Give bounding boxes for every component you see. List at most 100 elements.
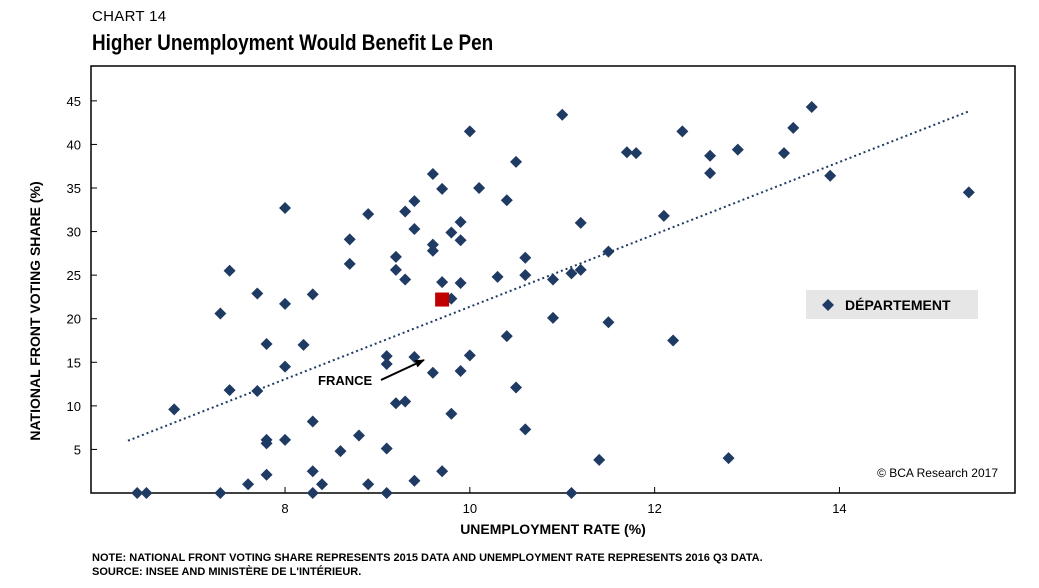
departement-point (223, 384, 236, 397)
departement-point (408, 351, 421, 364)
departement-point (676, 125, 689, 138)
departement-point (362, 208, 375, 221)
departement-point (279, 297, 292, 310)
annotation-france: FRANCE (318, 373, 372, 388)
departement-point (168, 403, 181, 416)
x-tick-label: 14 (832, 501, 846, 516)
legend-diamond-icon (822, 299, 834, 311)
departement-point (399, 273, 412, 286)
departement-point (519, 269, 532, 282)
departement-point (380, 358, 393, 371)
departement-point (223, 264, 236, 277)
trend-line (127, 110, 970, 442)
departement-point (547, 311, 559, 324)
chart-title: Higher Unemployment Would Benefit Le Pen (92, 30, 494, 55)
departement-point (436, 182, 449, 195)
departement-point (260, 337, 273, 350)
departement-point (279, 360, 292, 373)
departement-point (214, 307, 227, 320)
plot-area (90, 65, 1016, 494)
departement-point (445, 226, 458, 239)
departement-point (352, 429, 365, 442)
departement-point (454, 365, 467, 377)
departement-point (343, 233, 356, 246)
x-tick-label: 10 (463, 501, 477, 516)
departement-point (380, 442, 393, 455)
departement-point (306, 288, 319, 301)
departement-point (602, 316, 615, 329)
departement-point (316, 478, 328, 491)
departement-point (565, 487, 578, 499)
note-text: NOTE: NATIONAL FRONT VOTING SHARE REPRES… (92, 552, 763, 564)
departement-point (962, 186, 975, 199)
departement-point (722, 452, 735, 465)
y-axis-label: NATIONAL FRONT VOTING SHARE (%) (27, 181, 43, 440)
departement-point (519, 423, 532, 436)
departement-point (399, 205, 412, 218)
departement-point (463, 125, 476, 138)
departement-point (242, 478, 255, 491)
departement-point (399, 395, 412, 408)
departement-point (704, 149, 717, 162)
departement-point (436, 465, 449, 478)
departement-point (279, 433, 292, 446)
chart-number: CHART 14 (92, 8, 167, 25)
departement-point (704, 167, 717, 180)
departement-point (556, 108, 569, 121)
departement-point (565, 267, 578, 280)
departement-point (260, 437, 273, 450)
departement-point (297, 338, 310, 351)
departement-point (824, 169, 837, 182)
y-tick-label: 10 (67, 399, 81, 414)
france-point (435, 292, 450, 307)
departement-point (574, 263, 587, 276)
departement-point (279, 202, 292, 215)
departement-point (306, 415, 319, 428)
departement-point (510, 381, 523, 394)
x-axis-label: UNEMPLOYMENT RATE (%) (460, 521, 646, 537)
y-tick-label: 15 (67, 355, 81, 370)
annotation-arrow (380, 359, 425, 381)
departement-point (574, 216, 587, 229)
x-tick-label: 8 (281, 501, 288, 516)
departement-point (426, 238, 439, 251)
copyright-label: © BCA Research 2017 (877, 466, 998, 480)
departement-point (426, 168, 439, 181)
departement-point (463, 349, 476, 362)
y-tick-label: 20 (67, 312, 81, 327)
legend-box (806, 290, 978, 319)
legend-label: DÉPARTEMENT (845, 297, 951, 313)
departement-point (547, 273, 559, 286)
departement-point (214, 487, 227, 499)
departement-point (380, 350, 393, 363)
departement-point (454, 234, 467, 247)
departement-point (620, 146, 633, 159)
departement-point (491, 270, 504, 283)
departement-point (500, 194, 513, 207)
departement-point (306, 465, 319, 478)
y-tick-label: 30 (67, 225, 81, 240)
legend: DÉPARTEMENT (806, 290, 978, 319)
departement-point (787, 121, 800, 134)
departement-point (805, 100, 818, 113)
departement-point (667, 334, 680, 347)
departement-point (408, 195, 421, 208)
departement-point (473, 182, 486, 194)
departement-point (445, 407, 458, 420)
footnotes: NOTE: NATIONAL FRONT VOTING SHARE REPRES… (92, 551, 763, 579)
departement-point (510, 155, 523, 168)
y-tick-label: 35 (67, 181, 81, 196)
y-tick-label: 40 (67, 137, 81, 152)
departement-point (389, 397, 402, 410)
y-tick-label: 25 (67, 268, 81, 283)
departement-point (408, 474, 421, 487)
departement-point (306, 487, 319, 499)
departement-point (778, 147, 790, 160)
departement-point (380, 487, 393, 499)
departement-point (389, 263, 402, 276)
x-tick-label: 12 (647, 501, 661, 516)
departement-point (657, 209, 670, 222)
y-tick-label: 5 (74, 442, 81, 457)
y-tick-label: 45 (67, 94, 81, 109)
